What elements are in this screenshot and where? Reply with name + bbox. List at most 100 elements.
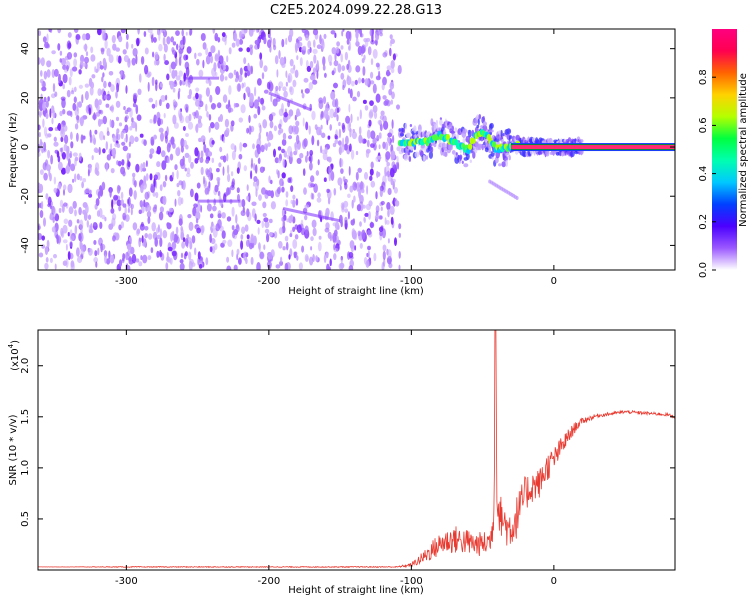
noise-blob [158, 211, 164, 221]
noise-blob [340, 168, 344, 175]
noise-blob [80, 245, 83, 251]
noise-blob [47, 96, 50, 102]
spectrogram-x-tick-label: -100 [400, 276, 423, 287]
noise-blob [369, 80, 375, 85]
noise-blob [308, 156, 312, 162]
noise-blob [187, 81, 191, 88]
noise-blob [117, 185, 121, 191]
noise-blob [62, 108, 66, 115]
noise-blob [145, 160, 148, 168]
signal-halo [467, 129, 472, 138]
noise-blob [310, 175, 315, 183]
noise-blob [341, 205, 345, 213]
noise-blob [190, 161, 194, 169]
noise-blob [155, 191, 159, 199]
noise-blob [99, 187, 104, 197]
noise-blob [94, 162, 100, 173]
noise-blob [123, 55, 129, 63]
noise-blob [281, 38, 285, 48]
noise-blob [49, 29, 53, 34]
noise-blob [376, 135, 382, 140]
noise-blob [74, 123, 79, 130]
noise-blob [61, 57, 66, 63]
noise-blob [285, 81, 288, 87]
noise-blob [103, 135, 106, 141]
noise-blob [104, 216, 107, 222]
noise-blob [264, 143, 268, 150]
noise-blob [224, 76, 228, 81]
noise-blob [200, 150, 204, 159]
noise-blob [301, 29, 306, 34]
noise-blob [99, 60, 102, 67]
noise-blob [248, 115, 251, 123]
noise-blob [358, 201, 364, 212]
noise-blob [208, 125, 211, 133]
noise-blob [289, 151, 293, 158]
noise-blob [370, 130, 376, 140]
noise-blob [349, 121, 351, 129]
noise-blob [179, 262, 185, 270]
noise-blob [287, 135, 293, 140]
noise-blob [106, 47, 111, 57]
noise-blob [259, 97, 265, 105]
noise-blob [330, 30, 336, 35]
noise-blob [110, 208, 115, 214]
noise-blob [108, 54, 114, 64]
noise-blob [122, 49, 127, 55]
noise-streak [268, 91, 313, 112]
noise-blob [366, 252, 369, 258]
noise-blob [152, 37, 157, 43]
noise-blob [341, 65, 346, 72]
noise-blob [344, 216, 348, 224]
noise-blob [78, 207, 82, 216]
noise-blob [66, 145, 70, 155]
noise-blob [185, 115, 190, 124]
noise-blob [367, 245, 371, 251]
noise-blob [139, 237, 142, 242]
noise-blob [289, 233, 293, 238]
noise-blob [167, 258, 172, 264]
noise-blob [230, 171, 234, 177]
noise-blob [73, 86, 77, 93]
noise-blob [298, 42, 303, 47]
noise-blob [282, 246, 286, 251]
noise-blob [120, 29, 126, 34]
signal-halo [403, 127, 405, 134]
noise-blob [160, 132, 164, 142]
noise-blob [168, 207, 174, 213]
snr-y-tick-label: 0.5 [20, 511, 31, 527]
noise-blob [225, 127, 230, 135]
colorbar: 0.0 0.2 0.4 0.6 0.8 Normalized spectral ampl… [698, 29, 749, 278]
noise-blob [283, 90, 288, 98]
noise-blob [358, 29, 362, 35]
noise-blob [344, 182, 348, 190]
noise-blob [263, 217, 269, 223]
snr-x-ticks: -300 -200 -100 0 [115, 330, 557, 587]
noise-blob [258, 34, 263, 40]
noise-blob [46, 33, 49, 43]
noise-blob [375, 62, 380, 68]
noise-blob [101, 76, 104, 83]
noise-blob [163, 112, 166, 119]
noise-blob [98, 239, 103, 244]
noise-blob [241, 82, 244, 89]
noise-blob [370, 71, 374, 79]
noise-blob [70, 163, 76, 172]
noise-blob [62, 83, 65, 90]
noise-blob [301, 245, 305, 253]
noise-blob [398, 264, 401, 270]
noise-blob [205, 158, 210, 164]
noise-blob [279, 260, 284, 266]
noise-blob [97, 191, 101, 200]
noise-blob [74, 158, 77, 167]
noise-blob [89, 86, 94, 96]
noise-blob [324, 147, 328, 155]
noise-blob [379, 123, 383, 132]
noise-blob [238, 74, 243, 83]
noise-blob [322, 64, 326, 71]
signal-halo [425, 155, 429, 160]
noise-blob [369, 29, 374, 37]
noise-blob [54, 91, 58, 97]
noise-blob [239, 142, 243, 152]
